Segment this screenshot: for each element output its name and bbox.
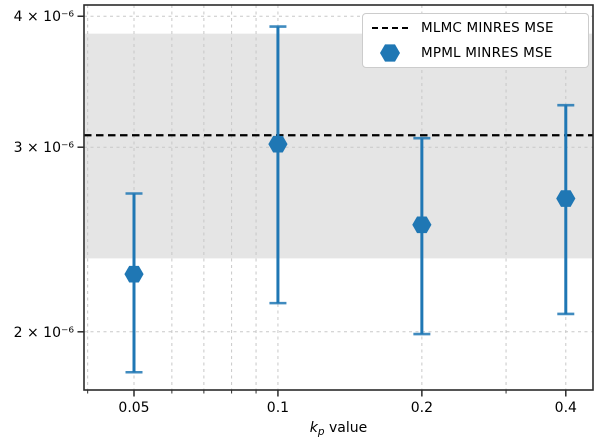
y-tick-label: 4 × 10⁻⁶ (14, 9, 75, 25)
y-tick-label: 2 × 10⁻⁶ (14, 325, 75, 341)
y-tick-label: 3 × 10⁻⁶ (14, 140, 75, 156)
legend-label-mpml: MPML MINRES MSE (421, 45, 553, 61)
dashed-line-icon (371, 27, 409, 29)
legend-entry-mlmc: MLMC MINRES MSE (371, 17, 580, 39)
legend: MLMC MINRES MSE MPML MINRES MSE (362, 13, 589, 68)
confidence-band (85, 33, 592, 259)
hexagon-marker-icon (371, 43, 409, 63)
x-tick-label: 0.1 (267, 400, 289, 416)
x-tick-label: 0.2 (411, 400, 433, 416)
x-axis-label: kp value (310, 420, 367, 438)
data-point-marker (556, 190, 576, 207)
data-point-marker (124, 265, 144, 283)
data-point-marker (268, 135, 288, 153)
x-tick-label: 0.05 (118, 400, 149, 416)
plot-border (83, 4, 594, 391)
legend-label-mlmc: MLMC MINRES MSE (421, 20, 554, 36)
legend-entry-mpml: MPML MINRES MSE (371, 42, 580, 64)
x-tick-label: 0.4 (555, 400, 577, 416)
data-point-marker (412, 216, 432, 234)
